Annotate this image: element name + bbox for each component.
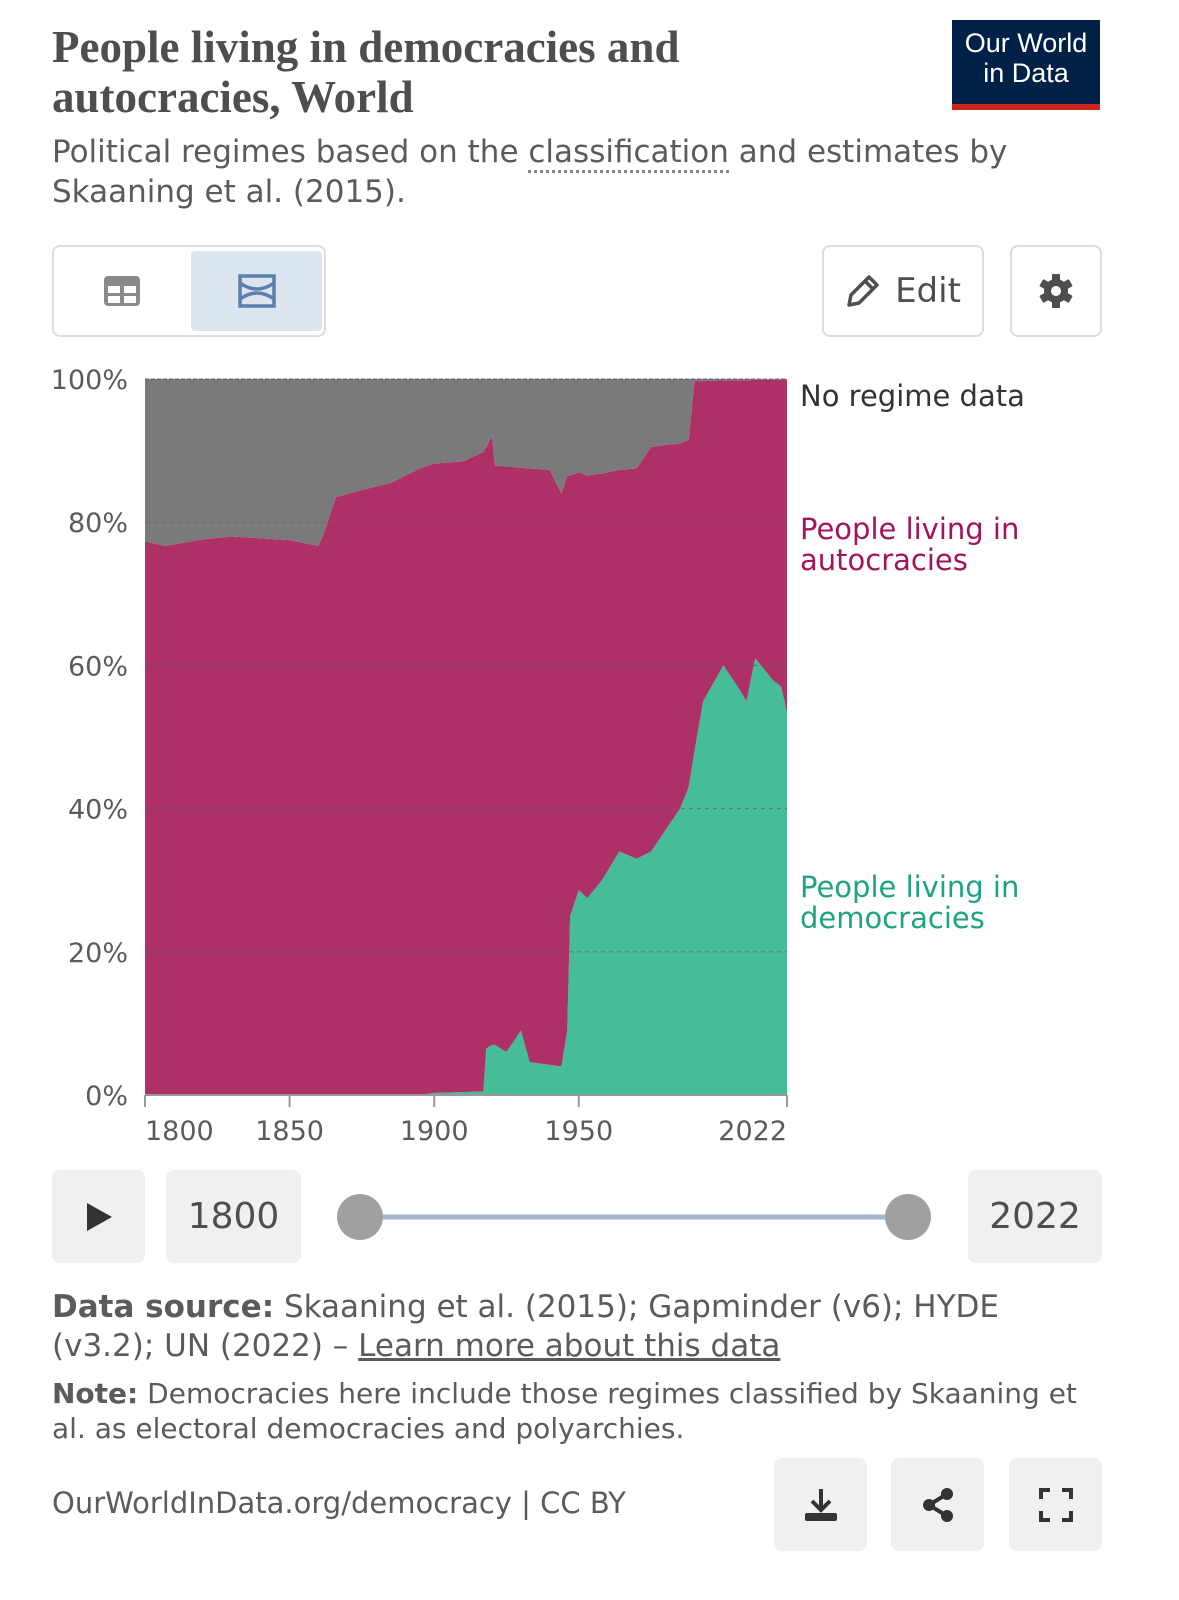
x-tick-label: 2022 [718, 1116, 787, 1147]
y-tick-label: 0% [85, 1081, 128, 1112]
source-link[interactable]: Learn more about this data [358, 1328, 781, 1364]
note: Note: Democracies here include those reg… [52, 1376, 1092, 1446]
share-icon [922, 1487, 953, 1522]
x-tick-label: 1800 [145, 1116, 214, 1147]
source-text: Skaaning et al. (2015); Gapminder (v6); … [52, 1289, 1000, 1364]
table-icon [103, 276, 140, 306]
fullscreen-button[interactable] [1009, 1458, 1102, 1551]
edit-label: Edit [895, 271, 961, 311]
area [145, 379, 787, 1095]
settings-button[interactable] [1010, 245, 1102, 337]
logo-text: in Data [983, 58, 1069, 88]
play-button[interactable] [52, 1170, 145, 1263]
timeline-slider[interactable] [330, 1190, 940, 1246]
note-label: Note: [52, 1377, 139, 1410]
table-tab[interactable] [54, 247, 189, 335]
subtitle: Political regimes based on the classific… [52, 132, 1052, 212]
logo[interactable]: Our World in Data [952, 20, 1100, 110]
play-icon [86, 1202, 112, 1231]
series-label: No regime data [800, 378, 1025, 413]
note-text: Democracies here include those regimes c… [52, 1377, 1077, 1445]
x-tick-label: 1900 [400, 1116, 469, 1147]
pencil-icon [847, 275, 879, 307]
chart-icon [237, 274, 276, 308]
chart-title: People living in democracies and autocra… [52, 22, 680, 122]
source-label: Data source: [52, 1289, 275, 1325]
y-tick-label: 100% [51, 365, 128, 396]
chart-tab[interactable] [191, 251, 322, 331]
download-icon [804, 1488, 837, 1521]
x-tick-label: 1950 [544, 1116, 613, 1147]
area [145, 658, 787, 1095]
subtitle-text: and estimates by Skaaning et al. (2015). [52, 134, 1008, 210]
slider-handle[interactable] [337, 1194, 383, 1240]
series-label: People living in autocracies [800, 512, 1020, 578]
logo-text: Our World [964, 28, 1088, 58]
y-tick-label: 80% [68, 508, 128, 539]
view-toggle [52, 245, 326, 337]
data-source: Data source: Skaaning et al. (2015); Gap… [52, 1288, 1052, 1366]
series-label: People living in democracies [800, 870, 1020, 936]
y-tick-label: 40% [68, 795, 128, 826]
y-tick-label: 60% [68, 651, 128, 682]
download-button[interactable] [774, 1458, 867, 1551]
chart: 0% 20% 40% 60% 80% 100% 1800 1850 1900 1950 2022 [51, 365, 788, 1147]
share-button[interactable] [891, 1458, 984, 1551]
y-tick-label: 20% [68, 938, 128, 969]
url[interactable]: OurWorldInData.org/democracy | CC BY [52, 1486, 626, 1520]
subtitle-text: Political regimes based on the [52, 134, 529, 170]
end-year[interactable]: 2022 [968, 1170, 1102, 1263]
edit-button[interactable]: Edit [822, 245, 984, 337]
subtitle-link[interactable]: classification [528, 134, 729, 173]
fullscreen-icon [1038, 1487, 1073, 1522]
gear-icon [1039, 274, 1073, 308]
area [145, 379, 787, 546]
start-year[interactable]: 1800 [166, 1170, 301, 1263]
x-tick-label: 1850 [255, 1116, 324, 1147]
slider-handle[interactable] [885, 1194, 931, 1240]
